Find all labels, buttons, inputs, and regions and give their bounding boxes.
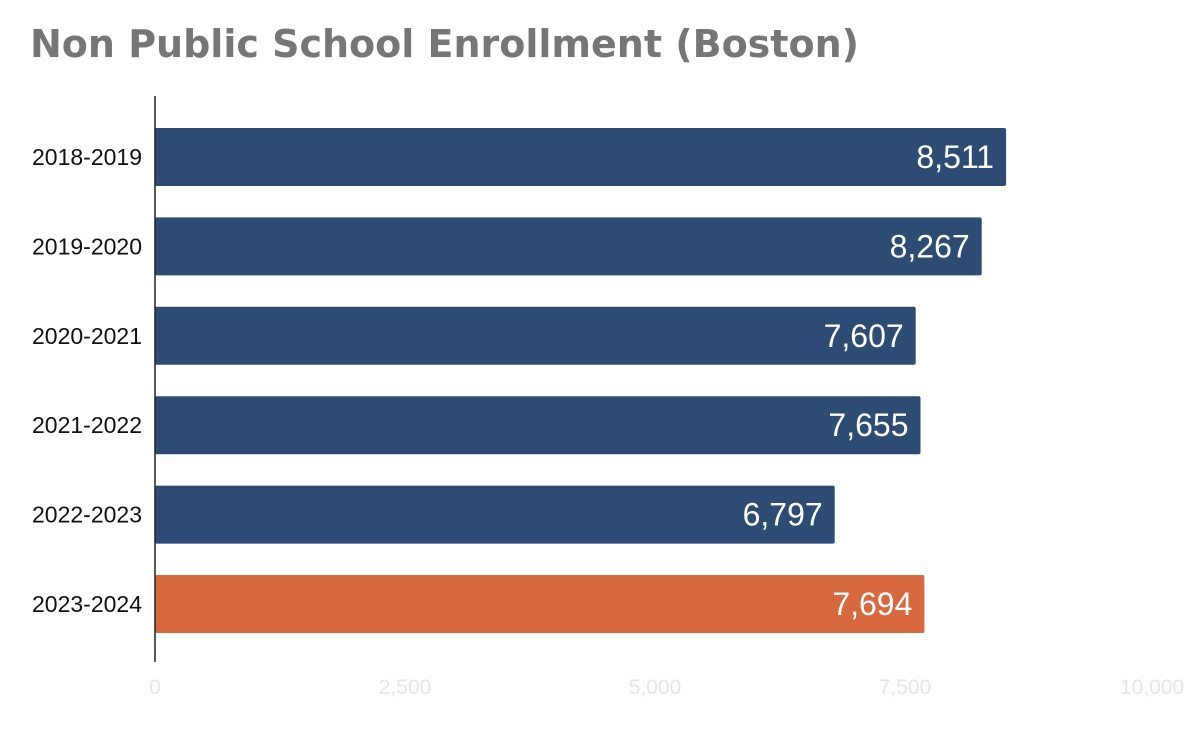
bars-group [155, 128, 1007, 633]
x-tick-label-0: 0 [149, 676, 161, 699]
bar-2023-2024 [155, 575, 925, 633]
category-label-2023-2024: 2023-2024 [32, 591, 142, 617]
value-labels-group: 8,511 8,267 7,607 7,655 6,797 7,694 [743, 139, 994, 622]
x-tick-label-5,000: 5,000 [629, 676, 682, 699]
x-tick-label-10,000: 10,000 [1120, 676, 1184, 699]
value-label-2023-2024: 7,694 [832, 586, 912, 622]
category-label-2021-2022: 2021-2022 [32, 412, 142, 438]
value-label-2022-2023: 6,797 [743, 497, 823, 533]
value-label-2020-2021: 7,607 [824, 318, 904, 354]
bar-2019-2020 [155, 217, 982, 276]
bar-2018-2019 [155, 128, 1007, 186]
bar-2020-2021 [155, 306, 916, 365]
category-labels-group: 2018-2019 2019-2020 2020-2021 2021-2022 2022… [32, 144, 142, 617]
x-tick-label-2,500: 2,500 [379, 676, 432, 699]
value-label-2018-2019: 8,511 [916, 139, 994, 175]
x-tick-label-7,500: 7,500 [879, 676, 932, 699]
category-label-2020-2021: 2020-2021 [32, 323, 142, 349]
bar-2022-2023 [155, 485, 835, 544]
bar-2021-2022 [155, 396, 921, 455]
value-label-2021-2022: 7,655 [828, 407, 908, 443]
category-label-2022-2023: 2022-2023 [32, 502, 142, 528]
value-label-2019-2020: 8,267 [890, 228, 970, 264]
category-label-2019-2020: 2019-2020 [32, 233, 142, 259]
chart-title: Non Public School Enrollment (Boston) [30, 22, 859, 66]
category-label-2018-2019: 2018-2019 [32, 144, 142, 170]
x-tick-labels-group: 0 2,500 5,000 7,500 10,000 [149, 676, 1184, 699]
